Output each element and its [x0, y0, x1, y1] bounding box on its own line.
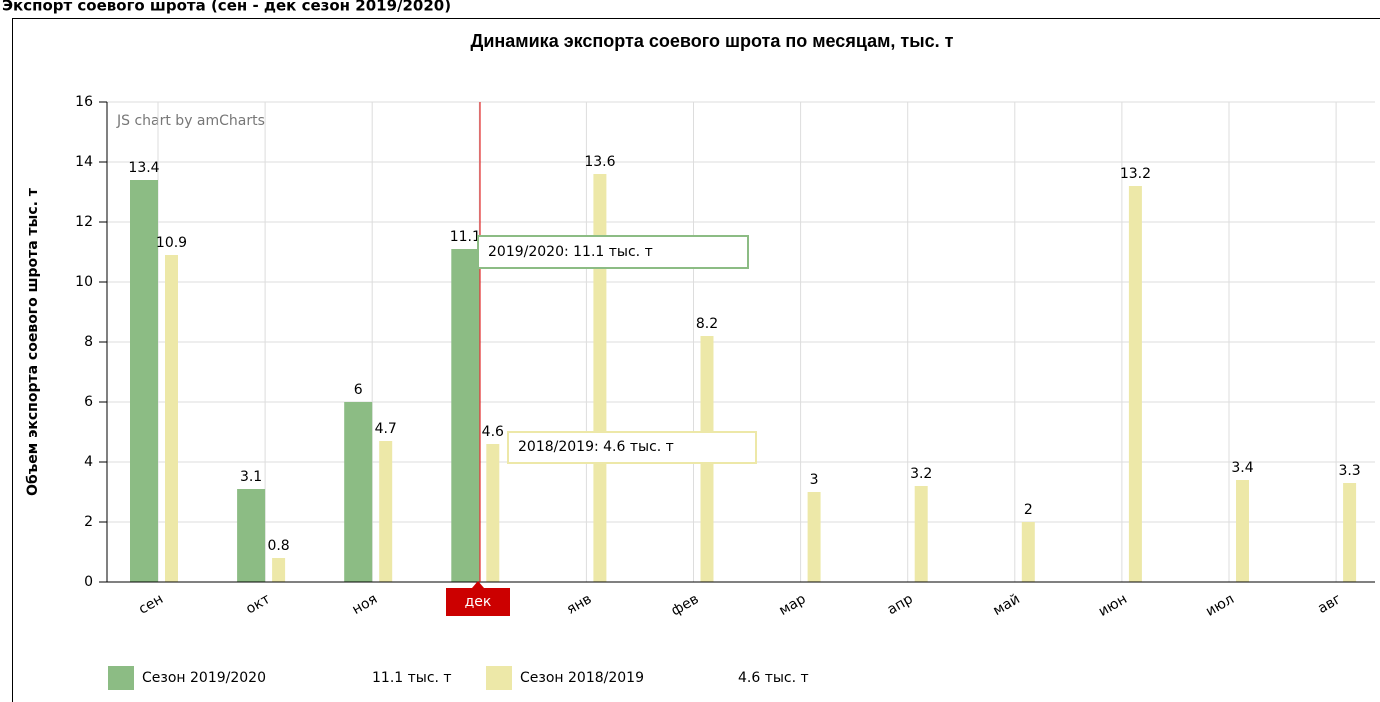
x-tick-label: июн [1096, 591, 1130, 620]
x-tick-label: апр [885, 591, 916, 618]
bar [379, 441, 393, 582]
x-tick-label: ноя [350, 591, 381, 618]
value-label: 4.6 [482, 424, 504, 440]
legend-swatch [108, 666, 134, 690]
y-tick-label: 8 [84, 334, 93, 350]
bar [165, 255, 178, 582]
value-label: 13.2 [1120, 166, 1151, 182]
bar [130, 180, 158, 582]
tooltip-text: 2018/2019: 4.6 тыс. т [518, 439, 674, 455]
value-label: 3.4 [1231, 460, 1253, 476]
legend-value: 4.6 тыс. т [738, 670, 809, 686]
x-tick-label: фев [669, 591, 702, 619]
tooltip [507, 431, 757, 464]
bar [1343, 483, 1357, 582]
x-tick-label: июл [1203, 591, 1237, 620]
y-tick-label: 4 [84, 454, 93, 470]
y-tick-label: 0 [84, 574, 93, 590]
bar [593, 174, 607, 582]
y-tick-label: 10 [75, 274, 93, 290]
y-tick-label: 6 [84, 394, 93, 410]
x-tick-label: янв [564, 591, 594, 618]
y-tick-label: 2 [84, 514, 93, 530]
y-tick-label: 16 [75, 94, 93, 110]
y-tick-label: 12 [75, 214, 93, 230]
bar [807, 492, 821, 582]
tooltip [477, 235, 749, 269]
legend-value: 11.1 тыс. т [372, 670, 452, 686]
value-label: 4.7 [375, 421, 397, 437]
bar [1021, 522, 1035, 582]
value-label: 3 [810, 472, 819, 488]
cursor-pointer [472, 581, 484, 588]
chart-title: Динамика экспорта соевого шрота по месяц… [471, 31, 954, 51]
bar [237, 489, 266, 582]
value-label: 3.2 [910, 466, 932, 482]
x-tick-label: сен [136, 591, 166, 618]
bar [272, 558, 286, 582]
legend-swatch [486, 666, 512, 690]
y-axis-label: Объем экспорта соевого шрота тыс. т [25, 187, 41, 496]
cursor-label: дек [465, 594, 492, 610]
value-label: 2 [1024, 502, 1033, 518]
bar [451, 249, 480, 582]
bar [914, 486, 928, 582]
page-title: Экспорт соевого шрота (сен - дек сезон 2… [2, 0, 451, 15]
y-tick-label: 14 [75, 154, 93, 170]
watermark: JS chart by amCharts [116, 113, 265, 129]
value-label: 8.2 [696, 316, 718, 332]
x-tick-label: окт [243, 591, 273, 617]
bar [344, 402, 373, 582]
value-label: 13.6 [584, 154, 615, 170]
value-label: 3.3 [1338, 463, 1360, 479]
x-tick-label: мар [776, 591, 808, 619]
cursor-label-box [446, 588, 510, 616]
tooltip-text: 2019/2020: 11.1 тыс. т [488, 244, 653, 260]
value-label: 11.1 [450, 229, 481, 245]
value-label: 13.4 [128, 160, 159, 176]
legend-label: Сезон 2018/2019 [520, 670, 644, 686]
value-label: 10.9 [156, 235, 187, 251]
bar [1236, 480, 1249, 582]
legend-label: Сезон 2019/2020 [142, 670, 266, 686]
value-label: 3.1 [240, 469, 262, 485]
bar [486, 444, 500, 582]
value-label: 0.8 [267, 538, 289, 554]
x-tick-label: авг [1315, 591, 1344, 617]
x-tick-label: май [990, 591, 1022, 619]
value-label: 6 [354, 382, 363, 398]
bar [1128, 186, 1142, 582]
